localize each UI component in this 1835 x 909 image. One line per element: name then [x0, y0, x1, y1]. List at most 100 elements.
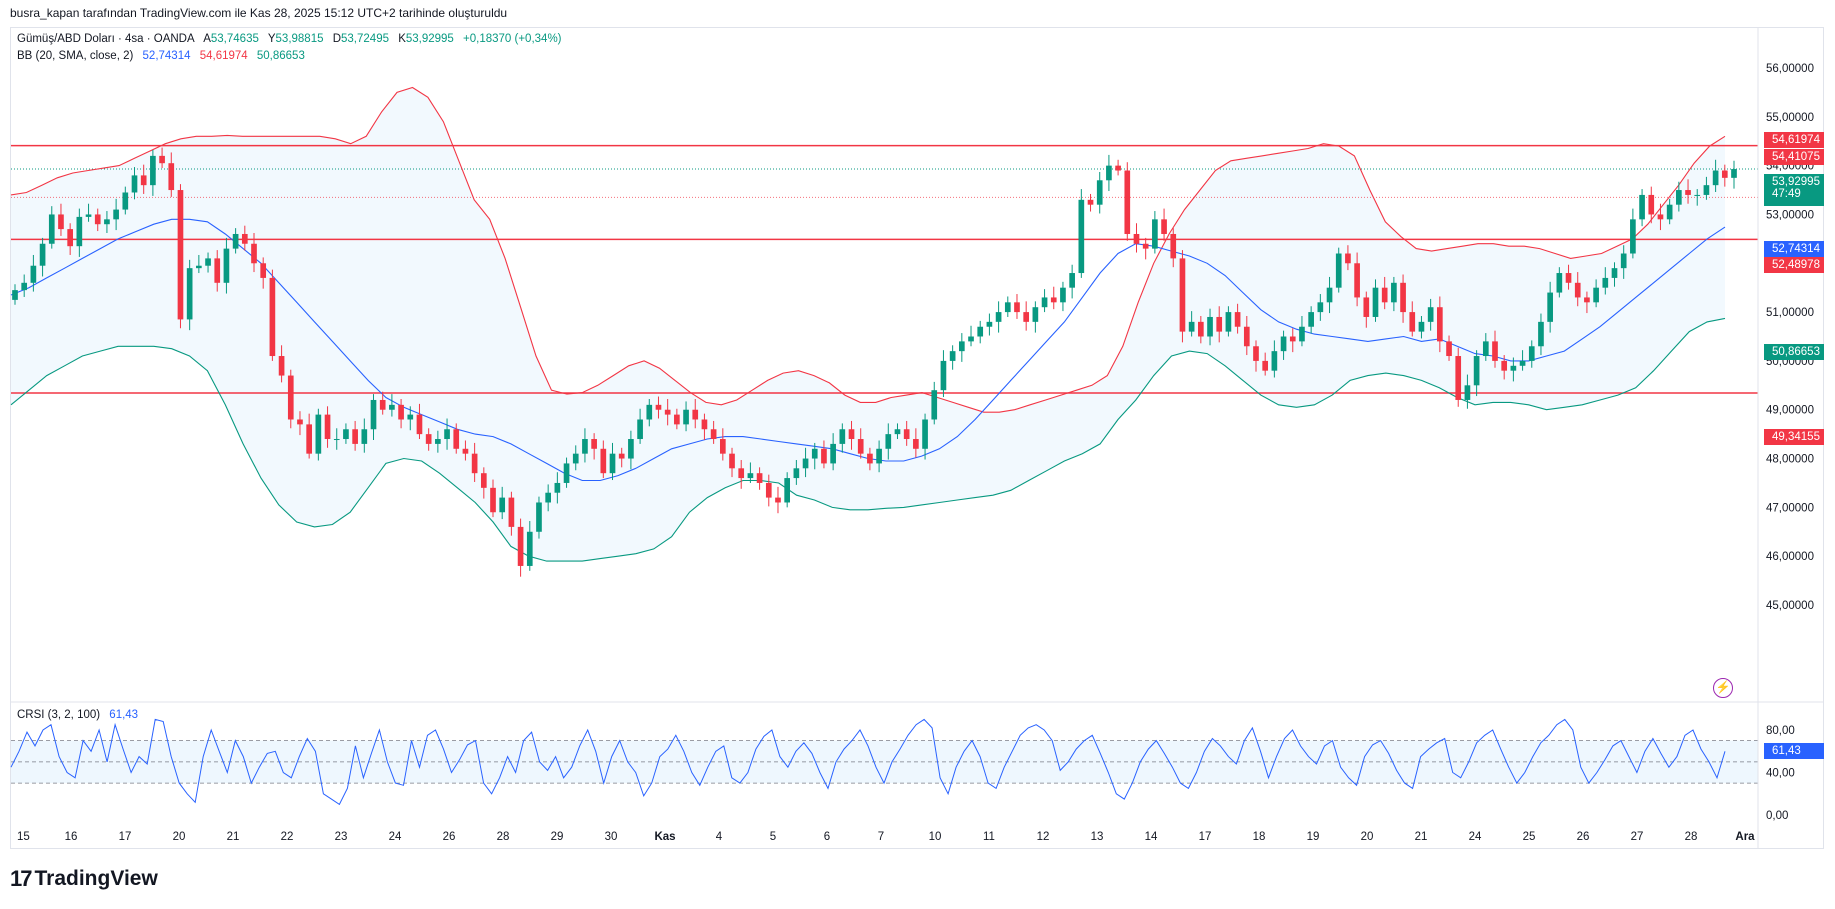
candle-body — [1152, 219, 1158, 249]
candle-body — [315, 414, 322, 454]
candle-body — [39, 243, 46, 266]
candle-body — [1050, 297, 1057, 303]
candle-body — [159, 155, 165, 164]
bb-upper-value: 54,61974 — [199, 50, 248, 62]
last-price-badge: 53,92995 47:49 — [1764, 174, 1824, 206]
x-tick-label: 10 — [929, 831, 942, 843]
candle-body — [508, 497, 515, 527]
candle-body — [1648, 194, 1655, 215]
candle-body — [324, 414, 331, 440]
candle-body — [1106, 165, 1112, 181]
open-value: 53,74635 — [210, 33, 259, 45]
bb-legend[interactable]: BB (20, SMA, close, 2) 52,74314 54,61974… — [17, 50, 311, 62]
resistance-line-badge: 54,41075 — [1764, 149, 1824, 165]
candle-body — [1335, 253, 1342, 288]
candle-body — [517, 526, 524, 566]
candle-body — [563, 463, 570, 483]
x-tick-label: 21 — [1415, 831, 1428, 843]
candle-body — [150, 155, 156, 186]
candle-body — [1317, 302, 1324, 313]
candle-body — [67, 229, 73, 247]
candle-body — [738, 468, 745, 479]
candle-body — [85, 214, 92, 217]
candle-body — [1096, 180, 1103, 205]
candle-body — [196, 265, 202, 269]
candle-body — [1391, 282, 1397, 303]
candle-body — [839, 429, 846, 444]
x-tick-label: 6 — [824, 831, 830, 843]
crsi-label: CRSI (3, 2, 100) — [17, 709, 101, 721]
candle-body — [1510, 365, 1517, 371]
candle-body — [1032, 307, 1039, 322]
x-tick-label: 28 — [497, 831, 510, 843]
candle-body — [1565, 273, 1572, 283]
candle-body — [793, 468, 800, 479]
x-tick-label: 20 — [173, 831, 186, 843]
close-value: 53,92995 — [405, 33, 454, 45]
tv-logo-icon: 17 — [10, 866, 33, 891]
candle-body — [186, 268, 193, 320]
candle-body — [416, 414, 423, 435]
candle-body — [223, 248, 230, 283]
candle-body — [554, 482, 561, 493]
x-tick-label: 17 — [1199, 831, 1212, 843]
candle-body — [113, 209, 119, 220]
candle-body — [398, 404, 404, 420]
candle-body — [453, 429, 460, 449]
y-tick-label: 48,00000 — [1766, 454, 1814, 466]
x-tick-label: 15 — [17, 831, 30, 843]
candle-body — [931, 390, 938, 420]
high-value: 53,98815 — [275, 33, 324, 45]
candle-body — [1409, 312, 1416, 332]
candle-body — [1685, 190, 1691, 195]
x-tick-label: 24 — [1469, 831, 1482, 843]
candle-body — [609, 453, 616, 474]
candle-body — [683, 409, 689, 425]
candle-body — [1326, 287, 1333, 303]
y-tick-label: 46,00000 — [1766, 551, 1814, 563]
candle-body — [343, 429, 349, 440]
candle-body — [940, 360, 947, 391]
symbol-name[interactable]: Gümüş/ABD Doları · 4sa · OANDA — [17, 33, 195, 45]
x-tick-label: 7 — [878, 831, 884, 843]
candle-body — [1630, 219, 1636, 254]
candle-body — [1639, 194, 1645, 220]
candle-body — [857, 439, 864, 454]
candle-body — [205, 258, 211, 266]
candle-body — [1308, 312, 1314, 327]
candle-body — [12, 290, 18, 300]
candle-body — [1179, 258, 1186, 332]
y-tick-label: 56,00000 — [1766, 63, 1814, 75]
candle-body — [848, 429, 855, 440]
last-price-value: 53,92995 — [1772, 176, 1820, 188]
tradingview-logo[interactable]: 17 TradingView — [10, 866, 158, 892]
brand-name: TradingView — [34, 867, 158, 890]
candle-body — [1271, 351, 1278, 371]
candle-body — [1547, 292, 1553, 322]
candle-body — [232, 233, 239, 249]
candle-body — [1676, 190, 1682, 205]
candle-body — [1427, 307, 1434, 322]
x-tick-label: 30 — [605, 831, 618, 843]
candle-body — [361, 429, 368, 444]
candle-body — [480, 473, 487, 488]
x-tick-label: 19 — [1307, 831, 1320, 843]
lightning-icon[interactable]: ⚡ — [1713, 678, 1733, 698]
x-tick-label: Ara — [1735, 831, 1755, 843]
candle-body — [545, 492, 552, 503]
bb-basis-value: 52,74314 — [142, 50, 191, 62]
candle-body — [802, 458, 809, 469]
crsi-legend[interactable]: CRSI (3, 2, 100) 61,43 — [17, 709, 144, 721]
candle-body — [958, 341, 965, 352]
crsi-tick-label: 80,00 — [1766, 725, 1795, 737]
candle-body — [1262, 360, 1269, 371]
candle-body — [1721, 170, 1728, 178]
candle-body — [1207, 316, 1213, 337]
candle-body — [1069, 273, 1075, 288]
x-tick-label: 21 — [227, 831, 240, 843]
candle-body — [1161, 219, 1167, 234]
candle-body — [1464, 385, 1471, 400]
candle-body — [775, 497, 781, 503]
x-tick-label: Kas — [654, 831, 675, 843]
